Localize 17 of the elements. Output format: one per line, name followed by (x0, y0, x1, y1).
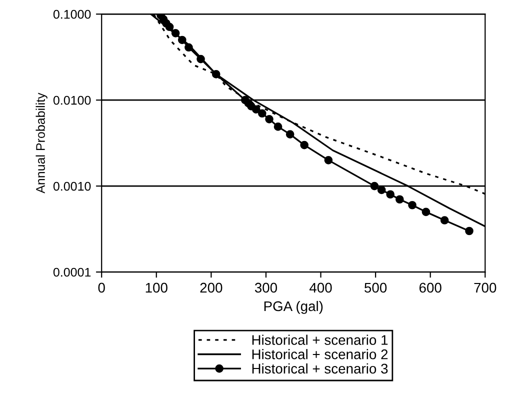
x-axis-title: PGA (gal) (264, 300, 323, 314)
x-tick-label: 700 (474, 282, 496, 293)
legend-label: Historical + scenario 2 (252, 349, 388, 360)
y-tick-label: 0.1000 (53, 10, 91, 19)
legend-label: Historical + scenario 1 (252, 334, 388, 345)
y-tick-label: 0.0010 (53, 182, 91, 191)
x-tick-label: 200 (200, 282, 222, 293)
x-tick-label: 400 (310, 282, 332, 293)
y-tick-label: 0.0001 (53, 268, 91, 277)
x-tick-label: 0 (98, 282, 105, 293)
x-tick-label: 100 (146, 282, 168, 293)
x-tick-label: 500 (364, 282, 387, 293)
x-tick-label: 600 (419, 282, 442, 293)
y-tick-label: 0.0100 (53, 96, 91, 105)
y-axis-title: Annual Probability (36, 92, 48, 194)
legend-label: Historical + scenario 3 (252, 363, 388, 374)
x-tick-label: 300 (254, 282, 278, 293)
